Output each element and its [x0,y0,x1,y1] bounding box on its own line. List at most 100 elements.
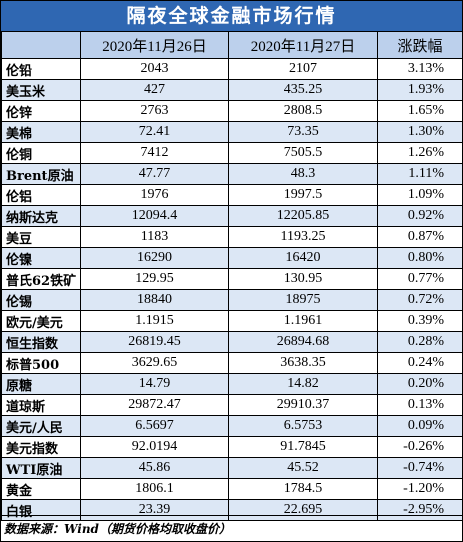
change-percent-cell: 0.28% [377,331,463,353]
change-percent-cell: 0.24% [377,352,463,374]
price-date-1-cell: 26819.45 [80,331,229,353]
price-date-2-cell: 91.7845 [228,436,378,458]
price-date-1-cell: 12094.4 [80,205,229,227]
table-row: 伦锌 2763 2808.5 1.65% [1,100,463,122]
instrument-name-cell: 道琼斯 [1,394,81,416]
instrument-name-cell: 恒生指数 [1,331,81,353]
price-date-2-cell: 29910.37 [228,394,378,416]
price-date-2-cell: 435.25 [228,79,378,101]
change-percent-cell: 1.09% [377,184,463,206]
table-row: 恒生指数 26819.45 26894.68 0.28% [1,331,463,353]
instrument-name-cell: 伦锌 [1,100,81,122]
change-percent-cell: 0.87% [377,226,463,248]
table-row: 道琼斯 29872.47 29910.37 0.13% [1,394,463,416]
instrument-name-cell: 标普500 [1,352,81,374]
price-date-2-cell: 16420 [228,247,378,269]
price-date-2-cell: 1.1961 [228,310,378,332]
price-date-2-cell: 73.35 [228,121,378,143]
change-percent-cell: 1.26% [377,142,463,164]
table-row: 标普500 3629.65 3638.35 0.24% [1,352,463,374]
price-date-1-cell: 1183 [80,226,229,248]
price-date-1-cell: 92.0194 [80,436,229,458]
price-date-1-cell: 18840 [80,289,229,311]
instrument-name-cell: 美豆 [1,226,81,248]
instrument-name-cell: 原糖 [1,373,81,395]
table-row: Brent原油 47.77 48.3 1.11% [1,163,463,185]
change-percent-cell: -1.20% [377,478,463,500]
price-date-2-cell: 12205.85 [228,205,378,227]
change-percent-cell: 0.13% [377,394,463,416]
price-date-2-cell: 1997.5 [228,184,378,206]
price-date-2-cell: 26894.68 [228,331,378,353]
instrument-name-cell: Brent原油 [1,163,81,185]
source-note: 数据来源：Wind（期货价格均取收盘价） [1,515,462,541]
table-row: 普氏62铁矿 129.95 130.95 0.77% [1,268,463,290]
table-row: 纳斯达克 12094.4 12205.85 0.92% [1,205,463,227]
header-name [1,31,81,59]
price-date-1-cell: 427 [80,79,229,101]
change-percent-cell: -0.74% [377,457,463,479]
change-percent-cell: 3.13% [377,58,463,80]
change-percent-cell: 0.80% [377,247,463,269]
instrument-name-cell: 美元指数 [1,436,81,458]
header-row: 2020年11月26日 2020年11月27日 涨跌幅 [1,31,463,59]
price-date-1-cell: 47.77 [80,163,229,185]
instrument-name-cell: 欧元/美元 [1,310,81,332]
table-row: 美棉 72.41 73.35 1.30% [1,121,463,143]
header-date-1: 2020年11月26日 [80,31,229,59]
instrument-name-cell: 伦铜 [1,142,81,164]
market-table: 2020年11月26日 2020年11月27日 涨跌幅 伦铅 2043 2107 3.… [1,31,463,521]
price-date-1-cell: 3629.65 [80,352,229,374]
table-row: WTI原油 45.86 45.52 -0.74% [1,457,463,479]
change-percent-cell: -0.26% [377,436,463,458]
instrument-name-cell: WTI原油 [1,457,81,479]
header-change: 涨跌幅 [377,31,463,59]
table-row: 伦铝 1976 1997.5 1.09% [1,184,463,206]
price-date-2-cell: 1193.25 [228,226,378,248]
change-percent-cell: 1.11% [377,163,463,185]
price-date-1-cell: 6.5697 [80,415,229,437]
table-row: 美元/人民 6.5697 6.5753 0.09% [1,415,463,437]
price-date-2-cell: 1784.5 [228,478,378,500]
instrument-name-cell: 普氏62铁矿 [1,268,81,290]
change-percent-cell: 0.77% [377,268,463,290]
change-percent-cell: 1.93% [377,79,463,101]
price-date-1-cell: 7412 [80,142,229,164]
change-percent-cell: 1.65% [377,100,463,122]
instrument-name-cell: 美元/人民 [1,415,81,437]
price-date-2-cell: 48.3 [228,163,378,185]
header-date-2: 2020年11月27日 [228,31,378,59]
price-date-1-cell: 16290 [80,247,229,269]
price-date-2-cell: 7505.5 [228,142,378,164]
table-row: 伦锡 18840 18975 0.72% [1,289,463,311]
table-row: 美玉米 427 435.25 1.93% [1,79,463,101]
price-date-1-cell: 1.1915 [80,310,229,332]
table-row: 欧元/美元 1.1915 1.1961 0.39% [1,310,463,332]
price-date-2-cell: 14.82 [228,373,378,395]
price-date-1-cell: 45.86 [80,457,229,479]
change-percent-cell: 1.30% [377,121,463,143]
table-body: 伦铅 2043 2107 3.13% 美玉米 427 435.25 1.93% 伦锌 2763 28… [1,58,463,521]
change-percent-cell: 0.09% [377,415,463,437]
table-row: 黄金 1806.1 1784.5 -1.20% [1,478,463,500]
price-date-1-cell: 14.79 [80,373,229,395]
instrument-name-cell: 伦铝 [1,184,81,206]
price-date-2-cell: 45.52 [228,457,378,479]
instrument-name-cell: 美棉 [1,121,81,143]
change-percent-cell: 0.39% [377,310,463,332]
table-row: 原糖 14.79 14.82 0.20% [1,373,463,395]
price-date-1-cell: 29872.47 [80,394,229,416]
instrument-name-cell: 伦锡 [1,289,81,311]
table-row: 美豆 1183 1193.25 0.87% [1,226,463,248]
change-percent-cell: 0.72% [377,289,463,311]
price-date-2-cell: 6.5753 [228,415,378,437]
instrument-name-cell: 伦铅 [1,58,81,80]
price-date-1-cell: 129.95 [80,268,229,290]
price-date-1-cell: 1806.1 [80,478,229,500]
price-date-2-cell: 18975 [228,289,378,311]
price-date-2-cell: 2808.5 [228,100,378,122]
instrument-name-cell: 黄金 [1,478,81,500]
instrument-name-cell: 伦镍 [1,247,81,269]
table-row: 伦镍 16290 16420 0.80% [1,247,463,269]
